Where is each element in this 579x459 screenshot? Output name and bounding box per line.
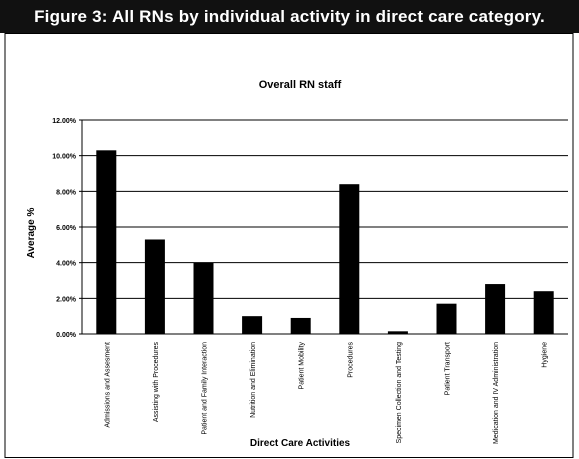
x-tick-label: Hygiene xyxy=(542,342,549,368)
y-tick-label: 8.00% xyxy=(56,189,77,196)
y-axis-label: Average % xyxy=(26,208,37,259)
bar xyxy=(533,291,554,334)
y-tick-label: 0.00% xyxy=(56,332,77,339)
x-tick-label: Patient and Family Interaction xyxy=(202,342,209,435)
y-tick-label: 6.00% xyxy=(56,225,77,232)
chart-frame xyxy=(4,33,574,458)
y-tick-label: 2.00% xyxy=(56,296,77,303)
chart: Overall RN staff Direct Care Activities … xyxy=(4,33,574,458)
x-tick-label: Nutrition and Elimination xyxy=(250,342,257,418)
x-tick-label: Specimen Collection and Testing xyxy=(396,342,403,444)
y-tick-label: 10.00% xyxy=(52,154,77,161)
bar xyxy=(96,150,117,334)
bar xyxy=(193,262,214,334)
x-axis-label: Direct Care Activities xyxy=(250,438,351,449)
x-tick-label: Patient Transport xyxy=(445,342,452,395)
bar xyxy=(436,303,457,334)
figure-header: Figure 3: All RNs by individual activity… xyxy=(0,0,579,33)
x-tick-label: Admissions and Assesment xyxy=(104,342,111,428)
bar xyxy=(144,239,165,334)
bar xyxy=(339,184,360,334)
x-tick-label: Assisting with Procedures xyxy=(153,342,160,423)
x-tick-label: Procedures xyxy=(347,342,354,378)
bar xyxy=(290,317,311,334)
chart-title: Overall RN staff xyxy=(259,79,342,91)
y-tick-label: 12.00% xyxy=(52,118,77,125)
x-tick-label: Medication and IV Administration xyxy=(493,342,500,444)
bar xyxy=(387,331,408,334)
x-tick-label: Patient Mobility xyxy=(299,342,306,390)
y-tick-label: 4.00% xyxy=(56,261,77,268)
bar xyxy=(485,284,506,334)
bar xyxy=(242,316,263,334)
